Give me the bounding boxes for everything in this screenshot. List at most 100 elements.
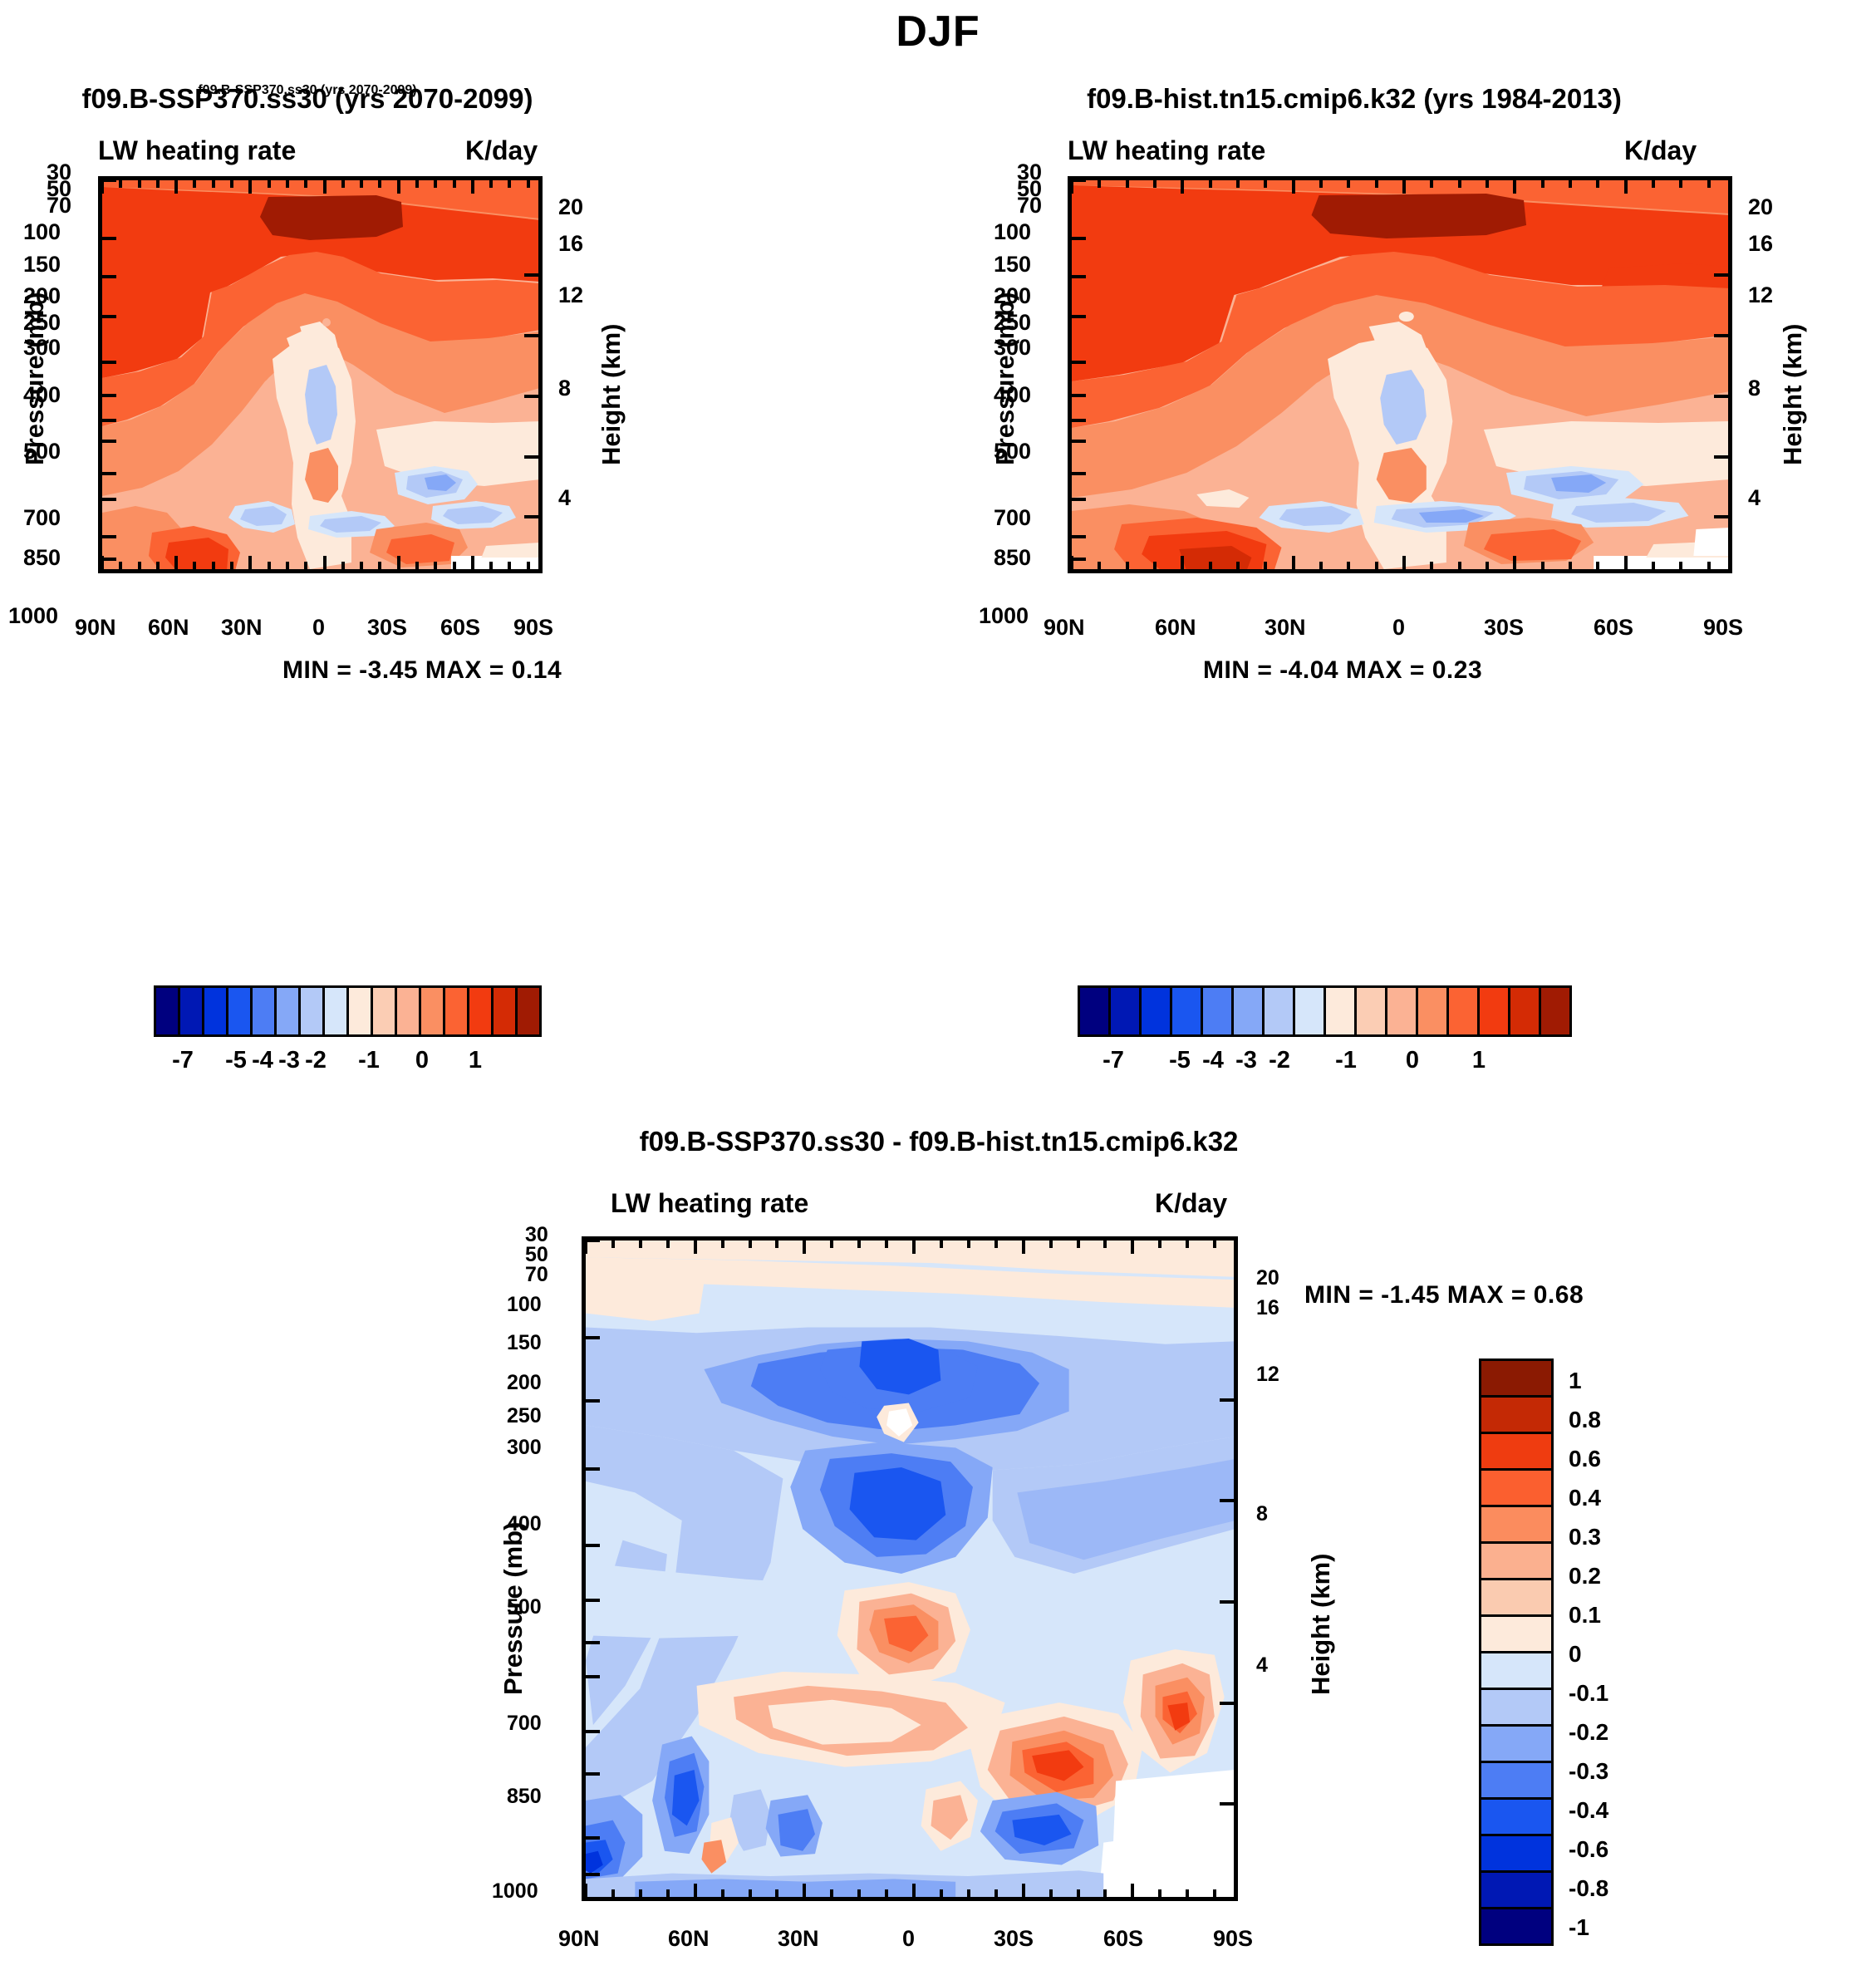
colorbar-cell[interactable] xyxy=(1479,1797,1554,1836)
colorbar-cell[interactable] xyxy=(491,985,518,1037)
colorbar-cell[interactable] xyxy=(1479,1541,1554,1580)
ptick: 70 xyxy=(47,193,72,218)
ptick: 500 xyxy=(994,439,1032,464)
ptick: 500 xyxy=(507,1595,542,1619)
colorbar-cell[interactable] xyxy=(154,985,180,1037)
ptick: 50 xyxy=(47,176,72,201)
lattick: 30S xyxy=(367,615,408,640)
colorbar-tick-label: 0.8 xyxy=(1569,1406,1601,1432)
ptick: 250 xyxy=(507,1404,542,1427)
colorbar-tick-label: -0.2 xyxy=(1569,1718,1609,1745)
colorbar-cell[interactable] xyxy=(1479,1834,1554,1873)
lattick: 90S xyxy=(1213,1926,1254,1951)
ptick: 200 xyxy=(994,283,1032,308)
lattick: 30N xyxy=(221,615,263,640)
colorbar-cell[interactable] xyxy=(250,985,277,1037)
colorbar-cell[interactable] xyxy=(1479,1907,1554,1946)
panel-hist-title: f09.B-hist.tn15.cmip6.k32 (yrs 1984-2013… xyxy=(1087,83,1622,114)
lattick: 90N xyxy=(75,615,116,640)
lattick: 30N xyxy=(778,1926,819,1951)
lattick: 60S xyxy=(440,615,481,640)
colorbar-cell[interactable] xyxy=(274,985,301,1037)
lattick: 30N xyxy=(1265,615,1306,640)
colorbar-cell[interactable] xyxy=(1416,985,1449,1037)
ptick: 300 xyxy=(23,335,61,360)
htick: 20 xyxy=(1748,194,1774,219)
colorbar-cell[interactable] xyxy=(322,985,349,1037)
colorbar-cell[interactable] xyxy=(1479,1505,1554,1544)
colorbar-cell[interactable] xyxy=(1508,985,1541,1037)
colorbar-cell[interactable] xyxy=(1293,985,1326,1037)
ptick: 850 xyxy=(994,545,1032,570)
colorbar-cell[interactable] xyxy=(371,985,397,1037)
colorbar-cell[interactable] xyxy=(1385,985,1418,1037)
colorbar-tick-label: 1 xyxy=(468,1047,483,1074)
panel-difference-plot xyxy=(582,1236,1238,1901)
lattick: 90N xyxy=(558,1926,600,1951)
lattick: 60S xyxy=(1594,615,1634,640)
colorbar-cell[interactable] xyxy=(1078,985,1111,1037)
colorbar-cell[interactable] xyxy=(346,985,373,1037)
colorbar-tick-label: -7 xyxy=(1103,1047,1124,1074)
colorbar-cell[interactable] xyxy=(226,985,253,1037)
panel-ssp370-title-text: f09.B-SSP370.ss30 (yrs 2070-2099) xyxy=(81,83,533,114)
colorbar-cell[interactable] xyxy=(1479,1724,1554,1763)
colorbar-cell[interactable] xyxy=(1479,1761,1554,1800)
colorbar-cell[interactable] xyxy=(1170,985,1203,1037)
ptick: 400 xyxy=(23,382,61,407)
htick: 16 xyxy=(558,231,584,256)
colorbar-cell[interactable] xyxy=(1479,1468,1554,1507)
colorbar-difference[interactable] xyxy=(1479,1358,1554,1946)
colorbar-cell[interactable] xyxy=(395,985,421,1037)
colorbar-cell[interactable] xyxy=(443,985,469,1037)
colorbar-cell[interactable] xyxy=(1539,985,1572,1037)
colorbar-cell[interactable] xyxy=(178,985,204,1037)
colorbar-cell[interactable] xyxy=(298,985,325,1037)
lattick: 0 xyxy=(1392,615,1406,640)
ptick: 50 xyxy=(1017,176,1043,201)
lattick: 60S xyxy=(1103,1926,1144,1951)
ptick: 30 xyxy=(47,160,72,184)
colorbar-cell[interactable] xyxy=(1479,1395,1554,1434)
lattick: 0 xyxy=(902,1926,916,1951)
colorbar-cell[interactable] xyxy=(1231,985,1265,1037)
ptick: 200 xyxy=(23,283,61,308)
colorbar-cell[interactable] xyxy=(1354,985,1387,1037)
colorbar-cell[interactable] xyxy=(1201,985,1234,1037)
ptick: 850 xyxy=(507,1785,542,1808)
ptick: 700 xyxy=(994,505,1032,530)
htick: 4 xyxy=(558,485,572,510)
colorbar-cell[interactable] xyxy=(1479,1870,1554,1909)
colorbar-cell[interactable] xyxy=(515,985,542,1037)
colorbar-cell[interactable] xyxy=(1479,1432,1554,1471)
colorbar-hist[interactable] xyxy=(1078,985,1572,1037)
panel-difference-minmax: MIN = -1.45 MAX = 0.68 xyxy=(1304,1281,1584,1309)
colorbar-cell[interactable] xyxy=(467,985,494,1037)
colorbar-tick-label: -3 xyxy=(1235,1047,1257,1074)
panel-difference-title: f09.B-SSP370.ss30 - f09.B-hist.tn15.cmip… xyxy=(639,1126,1239,1157)
lattick: 90N xyxy=(1044,615,1085,640)
panel-difference-units-label: K/day xyxy=(1155,1188,1228,1218)
colorbar-cell[interactable] xyxy=(1262,985,1295,1037)
colorbar-cell[interactable] xyxy=(1324,985,1357,1037)
colorbar-ssp370[interactable] xyxy=(154,985,542,1037)
colorbar-cell[interactable] xyxy=(1139,985,1172,1037)
colorbar-cell[interactable] xyxy=(1479,1651,1554,1690)
htick: 20 xyxy=(558,194,584,219)
panel-ssp370-units-label: K/day xyxy=(465,135,538,165)
colorbar-cell[interactable] xyxy=(1479,1578,1554,1617)
ptick: 400 xyxy=(994,382,1032,407)
colorbar-cell[interactable] xyxy=(1108,985,1142,1037)
colorbar-cell[interactable] xyxy=(202,985,228,1037)
colorbar-tick-label: -0.1 xyxy=(1569,1679,1609,1706)
lattick: 60N xyxy=(668,1926,710,1951)
htick: 12 xyxy=(558,283,584,307)
colorbar-tick-label: -1 xyxy=(1569,1914,1589,1940)
colorbar-cell[interactable] xyxy=(1479,1358,1554,1398)
colorbar-cell[interactable] xyxy=(1477,985,1510,1037)
colorbar-tick-label: 0 xyxy=(1569,1640,1582,1667)
colorbar-cell[interactable] xyxy=(1479,1614,1554,1653)
colorbar-cell[interactable] xyxy=(1479,1688,1554,1727)
colorbar-cell[interactable] xyxy=(419,985,445,1037)
colorbar-cell[interactable] xyxy=(1446,985,1480,1037)
